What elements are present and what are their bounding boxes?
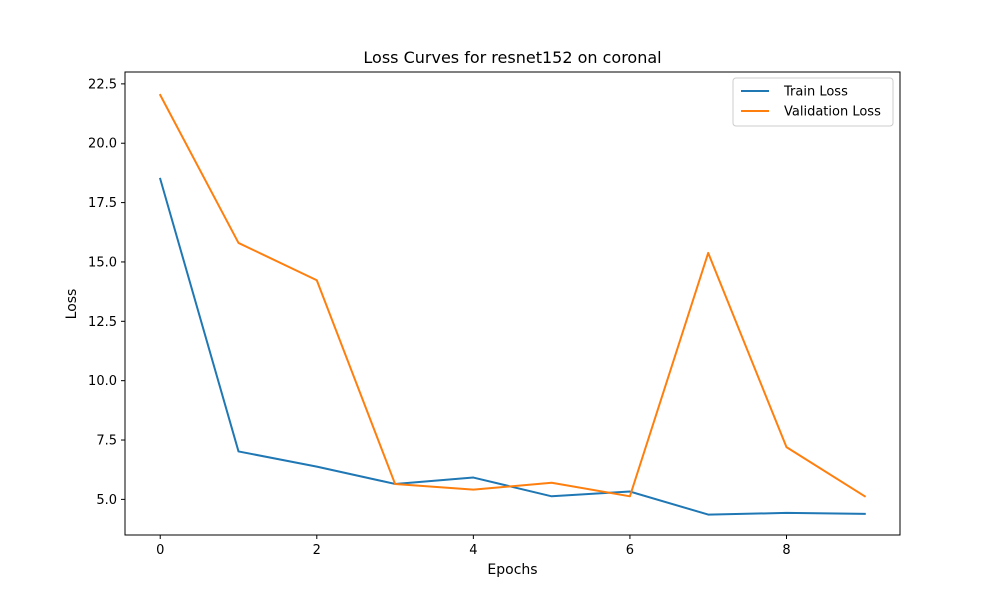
legend-label-0: Train Loss [783, 85, 848, 100]
series-line-1 [158, 93, 867, 498]
x-tick-label: 2 [313, 543, 321, 558]
x-tick-label: 8 [782, 543, 790, 558]
legend: Train Loss Validation Loss [732, 77, 894, 127]
axes-frame [124, 71, 901, 536]
x-tick-label: 6 [626, 543, 634, 558]
plot-area: 0 2 4 6 8 5.0 7.5 10.0 12.5 15.0 17.5 20.0 22.5 [88, 71, 901, 558]
legend-box [732, 77, 894, 127]
legend-label-1: Validation Loss [784, 105, 881, 120]
x-tick-label: 4 [469, 543, 477, 558]
x-axis-label: Epochs [487, 562, 537, 578]
y-tick-label: 20.0 [88, 137, 117, 152]
y-tick-label: 10.0 [88, 374, 117, 389]
y-tick-label: 12.5 [88, 315, 117, 330]
y-axis-label: Loss [64, 289, 80, 320]
x-tick-label: 0 [156, 543, 164, 558]
y-tick-label: 22.5 [88, 77, 117, 92]
y-tick-label: 7.5 [96, 434, 117, 449]
y-tick-label: 15.0 [88, 255, 117, 270]
chart-title: Loss Curves for resnet152 on coronal [363, 48, 661, 67]
y-tick-label: 5.0 [96, 493, 117, 508]
y-tick-label: 17.5 [88, 196, 117, 211]
